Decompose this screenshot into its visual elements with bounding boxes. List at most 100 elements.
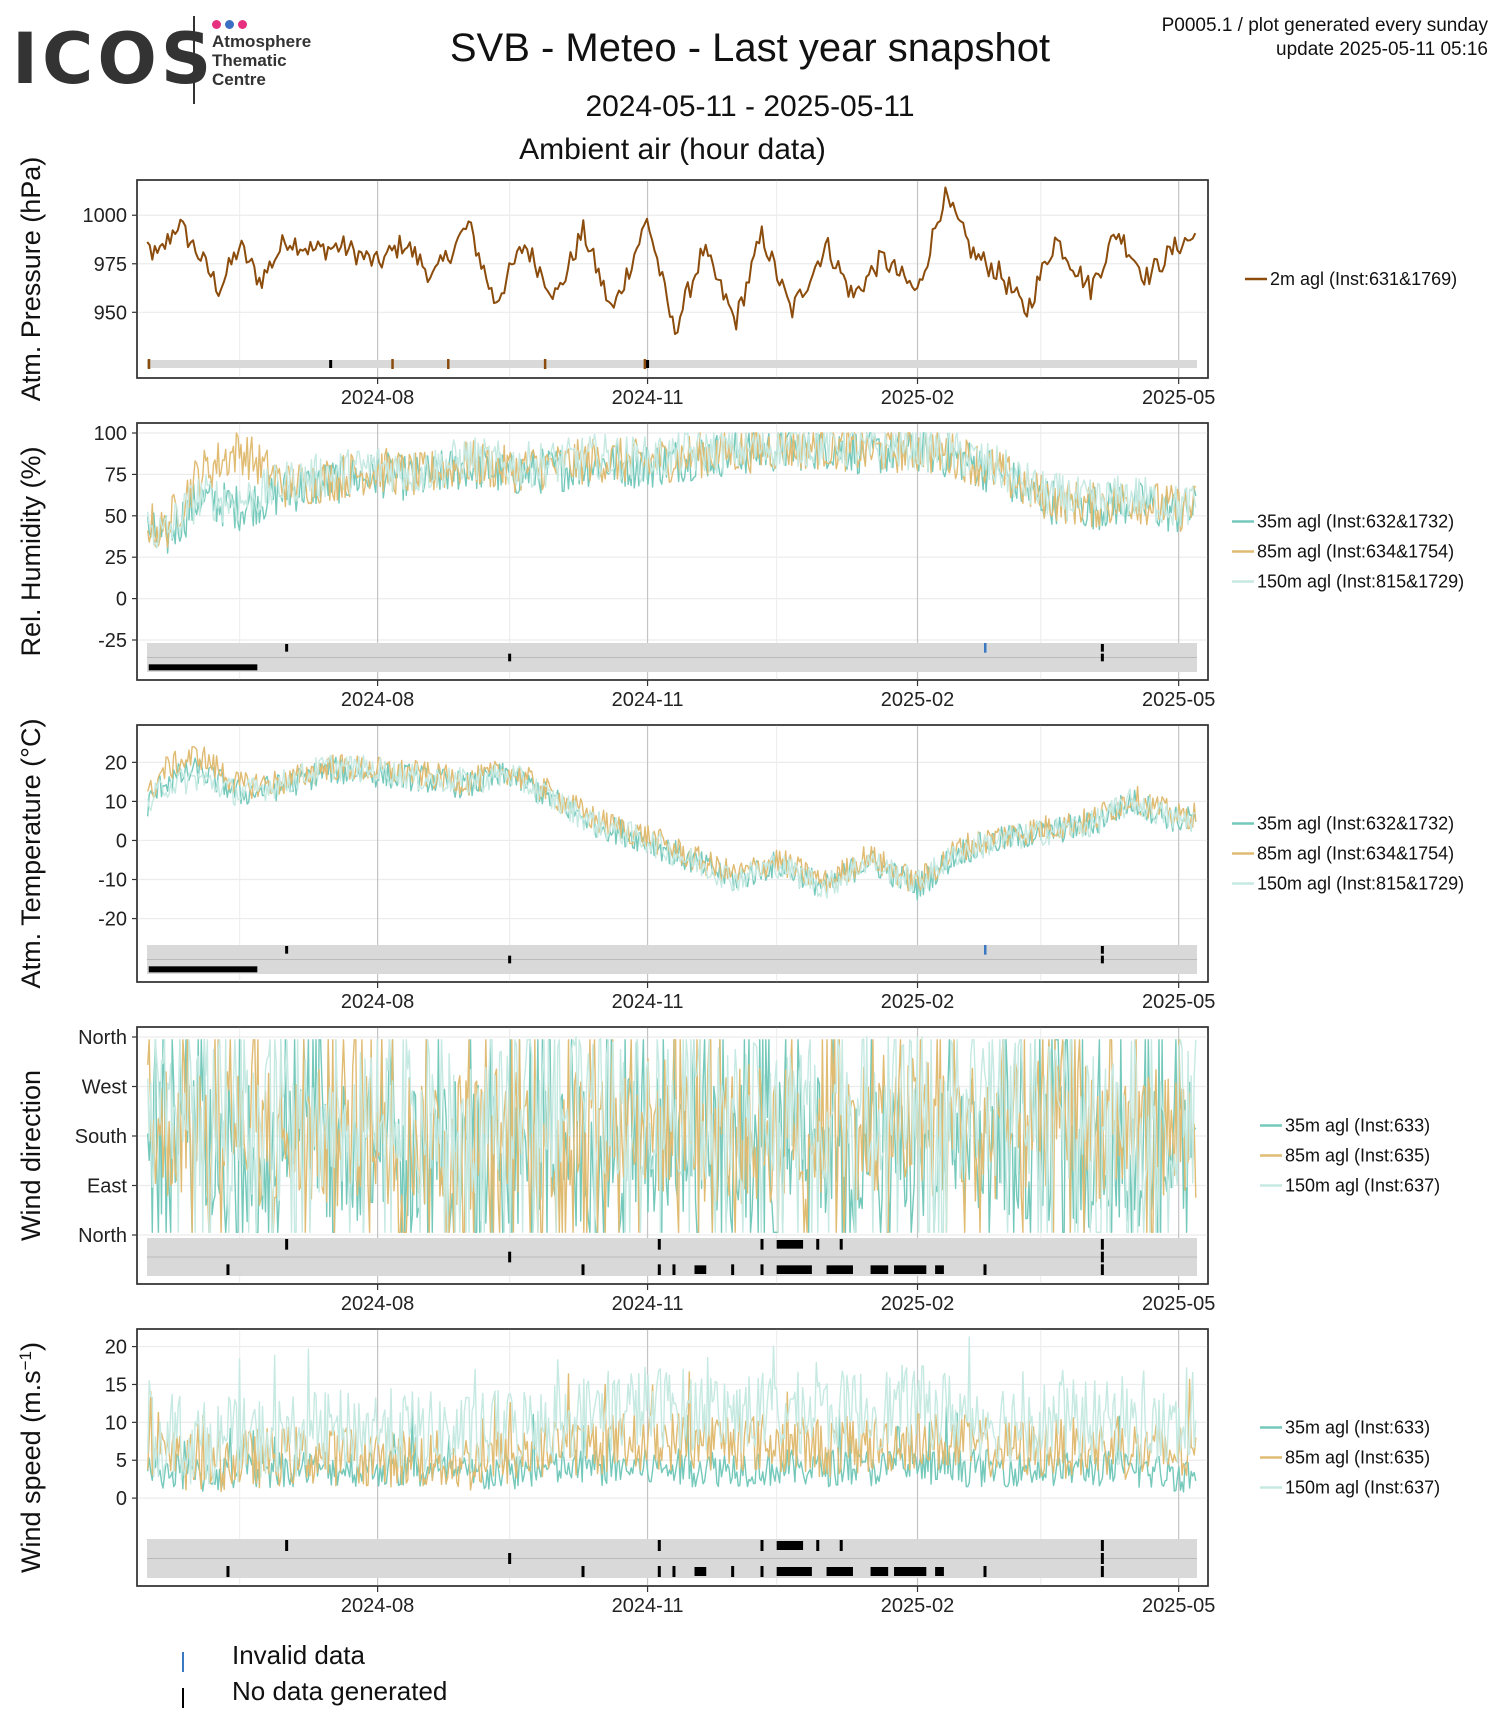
no-data-mark	[1100, 1264, 1104, 1275]
no-data-swatch	[182, 1688, 184, 1708]
no-data-mark	[760, 1540, 764, 1551]
no-data-mark	[285, 644, 289, 652]
logo-dot	[225, 20, 234, 29]
x-tick-label: 2024-08	[341, 387, 414, 409]
y-tick-label: 75	[105, 464, 127, 486]
x-tick-label: 2025-05	[1142, 991, 1215, 1013]
legend-label: 35m agl (Inst:633)	[1285, 1418, 1430, 1438]
series-line	[147, 1036, 1197, 1234]
no-data-bar	[935, 1265, 944, 1274]
invalid-data-mark	[543, 359, 547, 369]
invalid-data-mark	[147, 359, 151, 369]
no-data-bar	[870, 1567, 889, 1576]
legend-label: 35m agl (Inst:632&1732)	[1257, 814, 1454, 834]
legend-label: 150m agl (Inst:637)	[1285, 1478, 1440, 1498]
x-tick-label: 2025-02	[881, 1595, 954, 1617]
logo-subtitle-line: Thematic	[212, 51, 287, 70]
logo-subtitle-line: Atmosphere	[212, 32, 312, 51]
no-data-mark	[1100, 1553, 1104, 1564]
no-data-bar	[870, 1265, 889, 1274]
x-tick-label: 2025-02	[881, 689, 954, 711]
no-data-mark	[672, 1264, 676, 1275]
no-data-bar	[826, 1567, 853, 1576]
y-tick-label: North	[78, 1225, 127, 1247]
y-tick-label: West	[82, 1077, 128, 1099]
no-data-mark	[1100, 955, 1104, 964]
no-data-mark	[1100, 1566, 1104, 1577]
y-tick-label: -25	[98, 630, 127, 652]
no-data-mark	[839, 1540, 843, 1551]
y-tick-label: East	[87, 1176, 127, 1198]
no-data-label: No data generated	[232, 1676, 448, 1706]
no-data-bar	[826, 1265, 853, 1274]
update-timestamp: update 2025-05-11 05:16	[1276, 39, 1488, 60]
series-line	[147, 1405, 1197, 1493]
y-tick-label: 0	[116, 1488, 127, 1510]
no-data-mark	[1100, 1540, 1104, 1551]
no-data-mark	[646, 360, 650, 368]
invalid-data-label: Invalid data	[232, 1640, 365, 1670]
no-data-mark	[1100, 644, 1104, 652]
chart-panel: -20 -10 0 10 20 2024-08 2024-11 2025-02 2025-05 A…	[16, 719, 1464, 1013]
no-data-mark	[657, 1239, 661, 1250]
panel-border	[136, 179, 1209, 379]
series-line	[147, 1039, 1197, 1234]
series-line	[147, 432, 1197, 549]
logo-divider	[193, 16, 195, 104]
legend-footer: Invalid data No data generated	[0, 1640, 600, 1730]
legend-label: 150m agl (Inst:815&1729)	[1257, 874, 1464, 894]
series-line	[146, 186, 1197, 336]
series-line	[147, 432, 1197, 548]
no-data-bar	[148, 966, 258, 973]
y-tick-label: 1000	[83, 205, 128, 227]
x-tick-label: 2024-08	[341, 991, 414, 1013]
no-data-mark	[657, 1566, 661, 1577]
y-axis-label: Rel. Humidity (%)	[16, 446, 46, 656]
logo-dot	[212, 20, 221, 29]
no-data-mark	[760, 1566, 764, 1577]
no-data-bar	[694, 1567, 707, 1576]
no-data-mark	[672, 1566, 676, 1577]
legend-label: 35m agl (Inst:632&1732)	[1257, 512, 1454, 532]
icos-logo: ICOS	[12, 18, 216, 100]
chart-panel: North East South West North 2024-08 2024-11 202…	[16, 1026, 1440, 1315]
date-range: 2024-05-11 - 2025-05-11	[585, 90, 915, 123]
invalid-data-mark	[391, 359, 394, 369]
logo-subtitle-line: Centre	[212, 70, 266, 89]
y-tick-label: 50	[105, 506, 127, 528]
no-data-mark	[816, 1540, 820, 1551]
no-data-mark	[983, 1566, 987, 1577]
logo-dot	[238, 20, 247, 29]
y-tick-label: 25	[105, 547, 127, 569]
invalid-data-swatch	[182, 1652, 184, 1672]
series-line	[147, 754, 1196, 899]
chart-panel: 0 5 10 15 20 2024-08 2024-11 2025-02 2025-05 Wind…	[16, 1328, 1440, 1617]
status-strip	[147, 360, 1197, 368]
no-data-mark	[508, 955, 512, 964]
x-tick-label: 2024-11	[612, 991, 684, 1013]
x-tick-label: 2025-05	[1142, 387, 1215, 409]
panel-frame	[136, 422, 1209, 681]
panel-frame	[136, 179, 1209, 379]
logo-subtitle: Atmosphere Thematic Centre	[212, 32, 311, 89]
x-tick-label: 2025-05	[1142, 1293, 1215, 1315]
y-axis-label: Atm. Temperature (°C)	[16, 719, 46, 989]
x-tick-label: 2025-02	[881, 387, 954, 409]
no-data-bar	[776, 1567, 812, 1576]
y-tick-label: 10	[105, 791, 127, 813]
generation-note: P0005.1 / plot generated every sunday	[1161, 15, 1488, 36]
x-tick-label: 2024-08	[341, 689, 414, 711]
no-data-mark	[1100, 1239, 1104, 1250]
y-tick-label: South	[75, 1126, 127, 1148]
no-data-mark	[285, 1239, 289, 1250]
y-tick-label: 5	[116, 1450, 127, 1472]
no-data-mark	[657, 1264, 661, 1275]
y-axis-label: Wind speed (m.s−1)	[16, 1342, 47, 1573]
no-data-mark	[760, 1264, 764, 1275]
no-data-mark	[839, 1239, 843, 1250]
no-data-mark	[816, 1239, 820, 1250]
no-data-mark	[508, 1251, 512, 1263]
header: ICOS Atmosphere Thematic Centre SVB - Me…	[0, 0, 1500, 166]
y-tick-label: 950	[94, 302, 127, 324]
